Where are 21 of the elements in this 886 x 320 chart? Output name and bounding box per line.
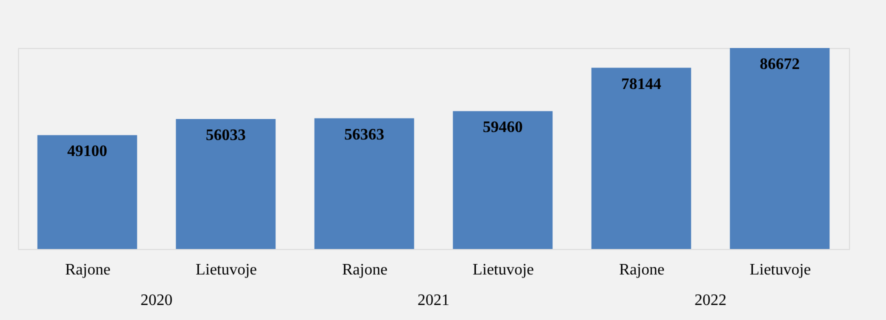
- data-label: 56363: [344, 126, 384, 144]
- text: 2022: [694, 292, 726, 309]
- bar: [591, 68, 692, 249]
- bar: [37, 135, 138, 249]
- x-tick-label: Lietuvoje: [196, 262, 257, 278]
- x-tick-label: Lietuvoje: [472, 262, 534, 278]
- data-label: 78144: [621, 76, 662, 93]
- data-label: 86672: [760, 56, 800, 73]
- data-label: 56033: [206, 127, 246, 144]
- text: 2020: [140, 292, 172, 309]
- text: 2021: [418, 292, 450, 309]
- x-tick-label: Lietuvoje: [750, 262, 811, 278]
- data-label: 59460: [482, 119, 523, 136]
- data-label: 49100: [67, 143, 108, 160]
- bar: [730, 48, 830, 249]
- x-tick-label: Rajone: [65, 262, 110, 278]
- x-tick-label: Rajone: [342, 262, 388, 278]
- bar: [452, 111, 553, 249]
- x-tick-label: Rajone: [619, 262, 664, 278]
- bar: [176, 119, 276, 249]
- bar: [314, 118, 414, 249]
